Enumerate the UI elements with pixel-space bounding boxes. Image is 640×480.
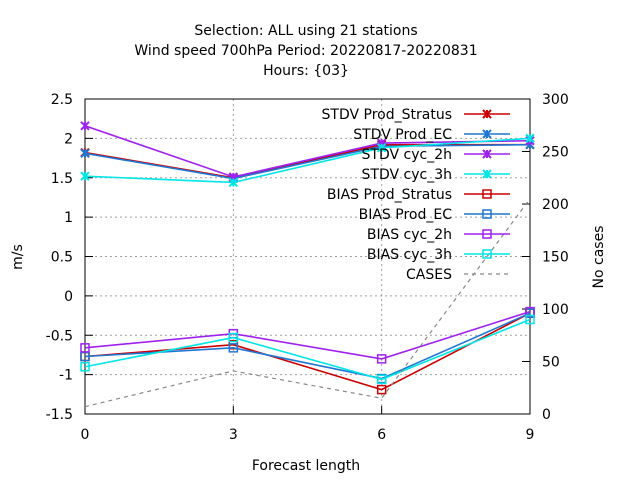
- y2-tick-label: 300: [542, 92, 569, 108]
- x-tick-label: 9: [526, 427, 535, 443]
- data-point: [228, 332, 239, 343]
- y-tick-label: -1: [59, 368, 73, 384]
- data-point: [376, 354, 387, 364]
- data-point: [525, 314, 535, 325]
- legend-marker: [482, 189, 492, 199]
- legend-label: BIAS Prod_EC: [359, 207, 453, 223]
- y2-tick-label: 150: [542, 250, 569, 266]
- x-axis-label: Forecast length: [252, 458, 360, 474]
- legend-marker: [482, 209, 492, 219]
- legend-marker: [482, 149, 492, 159]
- legend-marker: [482, 249, 492, 259]
- legend-label: BIAS Prod_Stratus: [327, 187, 452, 203]
- legend-label: STDV Prod_Stratus: [322, 107, 452, 123]
- legend-marker: [482, 169, 492, 179]
- legend-label: STDV Prod_EC: [353, 127, 452, 143]
- y-axis: -1.5 -1 -0.5 0 0.5 1 1.5 2 2.5: [46, 92, 93, 423]
- series-line: [84, 143, 531, 180]
- legend-label: BIAS cyc_3h: [367, 247, 452, 263]
- legend-marker: [482, 109, 492, 119]
- x-axis: 0 3 6 9: [81, 406, 535, 443]
- data-point: [80, 148, 90, 159]
- legend: STDV Prod_Stratus STDV Prod_EC STDV cyc_2h…: [322, 107, 510, 283]
- series-line: [84, 310, 531, 360]
- series-line: [84, 198, 531, 408]
- series-line: [84, 125, 531, 178]
- series-bias-cyc-3h: [80, 314, 535, 385]
- y2-tick-label: 200: [542, 197, 569, 213]
- data-point: [376, 384, 387, 395]
- y2-tick-label: 50: [542, 355, 560, 371]
- y-tick-label: 1.5: [51, 171, 73, 187]
- y2-tick-label: 100: [542, 302, 569, 318]
- data-point: [376, 143, 387, 153]
- legend-marker: [482, 229, 492, 239]
- title-line: Hours: {03}: [263, 63, 349, 79]
- series-line: [84, 137, 531, 184]
- series-line: [84, 318, 531, 381]
- y-tick-label: 0: [64, 289, 73, 305]
- series-stdv-cyc-2h: [80, 121, 535, 182]
- y-tick-label: -0.5: [46, 328, 73, 344]
- data-point: [80, 362, 90, 372]
- series-cases: [84, 198, 531, 408]
- y-tick-label: 1: [64, 210, 73, 226]
- data-point: [376, 374, 387, 385]
- data-point: [80, 171, 90, 181]
- y2-tick-label: 0: [542, 407, 551, 423]
- data-point: [228, 343, 239, 353]
- x-tick-label: 0: [81, 427, 90, 443]
- y-tick-label: 0.5: [51, 250, 73, 266]
- y-tick-label: -1.5: [46, 407, 73, 423]
- y2-axis: 0 50 100 150 200 250 300: [522, 92, 569, 423]
- y-axis-label: m/s: [10, 244, 26, 270]
- legend-label: STDV cyc_3h: [362, 167, 452, 183]
- legend-label: BIAS cyc_2h: [367, 227, 452, 243]
- y-tick-label: 2.5: [51, 92, 73, 108]
- data-point: [80, 343, 90, 353]
- series-bias-prod-stratus: [80, 308, 535, 395]
- series-stdv-cyc-3h: [80, 133, 535, 188]
- legend-label: CASES: [406, 267, 452, 283]
- legend-label: STDV cyc_2h: [362, 147, 452, 163]
- series-stdv-prod-ec: [80, 139, 535, 184]
- series-lines: [80, 121, 535, 408]
- title-line: Wind speed 700hPa Period: 20220817-20220…: [134, 43, 477, 59]
- data-point: [80, 121, 90, 131]
- series-stdv-prod-stratus: [80, 139, 535, 183]
- y2-tick-label: 250: [542, 145, 569, 161]
- title-line: Selection: ALL using 21 stations: [194, 23, 417, 39]
- data-point: [228, 177, 239, 188]
- y2-axis-label: No cases: [591, 226, 607, 289]
- x-tick-label: 6: [377, 427, 386, 443]
- data-point: [525, 133, 535, 144]
- y-tick-label: 2: [64, 131, 73, 147]
- legend-marker: [482, 129, 492, 139]
- series-line: [84, 312, 531, 391]
- chart-title: Selection: ALL using 21 stations Wind spe…: [134, 23, 477, 79]
- x-tick-label: 3: [229, 427, 238, 443]
